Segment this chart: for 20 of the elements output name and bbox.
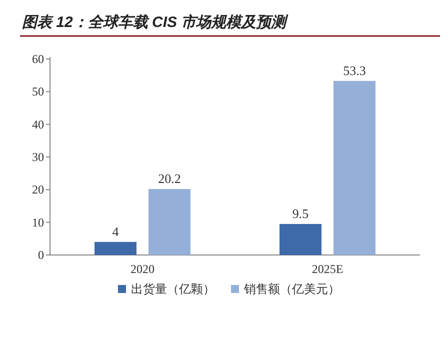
- data-label: 20.2: [158, 171, 181, 186]
- bar: [280, 224, 322, 255]
- y-tick-label: 30: [32, 150, 44, 164]
- y-tick-label: 0: [38, 248, 44, 262]
- bar: [94, 242, 136, 255]
- legend-label: 出货量（亿颗）: [131, 282, 215, 296]
- x-tick-label: 2020: [130, 262, 154, 276]
- y-tick-label: 50: [32, 84, 44, 99]
- y-tick-label: 20: [32, 182, 44, 197]
- bar: [334, 80, 376, 255]
- legend-label: 销售额（亿美元）: [243, 282, 340, 296]
- y-tick-label: 60: [32, 52, 44, 66]
- y-tick-label: 40: [32, 117, 44, 132]
- data-label: 9.5: [292, 206, 309, 221]
- x-tick-label: 2025E: [312, 262, 344, 276]
- chart-title: 图表 12：全球车载 CIS 市场规模及预测: [22, 13, 290, 31]
- y-tick-label: 10: [32, 215, 44, 230]
- bar: [148, 189, 190, 255]
- data-label: 4: [112, 224, 120, 239]
- data-label: 53.3: [343, 62, 366, 78]
